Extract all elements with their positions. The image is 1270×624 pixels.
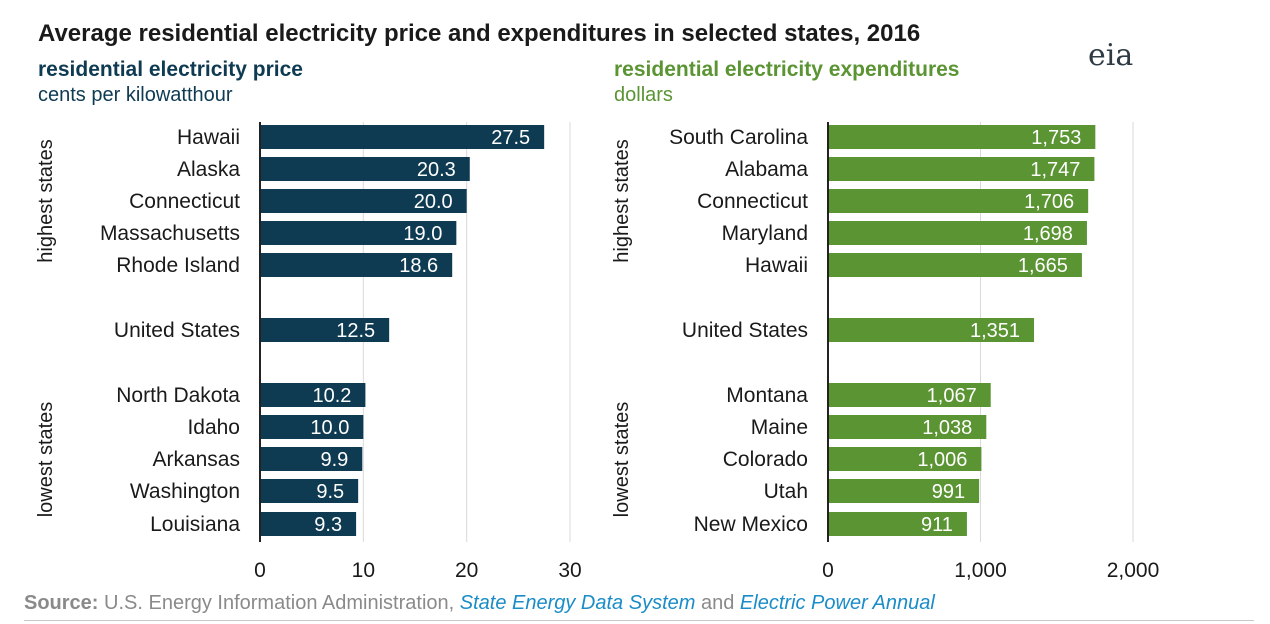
right-category-label: Montana — [726, 384, 808, 407]
right-tick-label: 0 — [822, 559, 834, 582]
right-value-label: 1,038 — [922, 417, 972, 439]
source-label: Source: — [24, 592, 99, 614]
right-value-label: 1,665 — [1018, 255, 1068, 277]
source-link-epa[interactable]: Electric Power Annual — [739, 592, 935, 614]
left-bar — [260, 512, 357, 536]
left-bar — [260, 189, 467, 213]
right-value-label: 1,006 — [917, 449, 967, 471]
eia-logo: eia — [1088, 38, 1134, 73]
source-text-2: and — [700, 592, 735, 614]
right-group-label: highest states — [611, 139, 633, 262]
right-category-label: Hawaii — [745, 254, 808, 277]
left-bar — [260, 157, 470, 181]
right-bar — [828, 447, 982, 471]
right-value-label: 1,698 — [1023, 223, 1073, 245]
left-category-label: Washington — [130, 480, 240, 503]
left-chart-title: residential electricity price — [38, 58, 303, 81]
right-value-label: 991 — [932, 481, 965, 503]
right-value-label: 1,753 — [1031, 127, 1081, 149]
right-category-label: United States — [682, 319, 808, 342]
right-category-label: Maine — [751, 416, 808, 439]
right-bar — [828, 221, 1087, 245]
right-group-label: lowest states — [611, 402, 633, 518]
left-bar — [260, 383, 366, 407]
left-value-label: 10.2 — [312, 385, 351, 407]
left-bar — [260, 125, 545, 149]
left-category-label: Massachusetts — [100, 222, 240, 245]
right-bar — [828, 189, 1089, 213]
left-value-label: 12.5 — [336, 320, 375, 342]
left-bar — [260, 253, 453, 277]
source-link-seds[interactable]: State Energy Data System — [459, 592, 696, 614]
left-group-label: lowest states — [35, 402, 57, 518]
left-bar — [260, 479, 359, 503]
right-category-label: Colorado — [723, 448, 808, 471]
left-category-label: Hawaii — [177, 126, 240, 149]
right-bar — [828, 512, 967, 536]
left-value-label: 18.6 — [399, 255, 438, 277]
left-tick-label: 20 — [455, 559, 478, 582]
left-tick-label: 0 — [254, 559, 266, 582]
left-category-label: North Dakota — [116, 384, 240, 407]
right-chart-unit: dollars — [614, 84, 673, 106]
right-category-label: Utah — [764, 480, 808, 503]
left-category-label: Connecticut — [129, 190, 240, 213]
left-value-label: 9.3 — [314, 514, 342, 536]
right-bar — [828, 318, 1035, 342]
right-tick-label: 2,000 — [1107, 559, 1160, 582]
right-value-label: 1,351 — [970, 320, 1020, 342]
right-category-label: Alabama — [725, 158, 808, 181]
left-category-label: Rhode Island — [116, 254, 240, 277]
right-category-label: South Carolina — [669, 126, 808, 149]
right-bar — [828, 415, 987, 439]
right-chart-title: residential electricity expenditures — [614, 58, 960, 81]
right-value-label: 1,747 — [1030, 159, 1080, 181]
left-category-label: Idaho — [187, 416, 240, 439]
right-value-label: 1,067 — [927, 385, 977, 407]
left-chart-unit: cents per kilowatthour — [38, 84, 233, 106]
right-bar — [828, 253, 1082, 277]
chart-title: Average residential electricity price an… — [38, 20, 921, 47]
left-category-label: United States — [114, 319, 240, 342]
left-value-label: 27.5 — [491, 127, 530, 149]
right-tick-label: 1,000 — [954, 559, 1007, 582]
right-bar — [828, 383, 991, 407]
left-category-label: Alaska — [177, 158, 240, 181]
right-bar — [828, 125, 1096, 149]
footer-rule — [24, 620, 1254, 621]
left-value-label: 9.5 — [316, 481, 344, 503]
left-bar — [260, 447, 363, 471]
left-tick-label: 30 — [558, 559, 581, 582]
right-category-label: New Mexico — [694, 513, 808, 536]
left-bar — [260, 221, 457, 245]
right-bar — [828, 479, 980, 503]
right-category-label: Maryland — [722, 222, 808, 245]
right-category-label: Connecticut — [697, 190, 808, 213]
right-value-label: 911 — [921, 514, 953, 536]
left-group-label: highest states — [35, 139, 57, 262]
left-category-label: Louisiana — [150, 513, 240, 536]
left-bar — [260, 318, 390, 342]
left-value-label: 20.0 — [414, 191, 453, 213]
left-value-label: 20.3 — [417, 159, 456, 181]
left-tick-label: 10 — [352, 559, 375, 582]
source-note: Source: U.S. Energy Information Administ… — [24, 592, 935, 615]
right-bar — [828, 157, 1095, 181]
left-category-label: Arkansas — [152, 448, 240, 471]
source-text-1: U.S. Energy Information Administration, — [104, 592, 455, 614]
left-bar — [260, 415, 364, 439]
left-value-label: 9.9 — [320, 449, 348, 471]
right-value-label: 1,706 — [1024, 191, 1074, 213]
left-value-label: 19.0 — [403, 223, 442, 245]
left-value-label: 10.0 — [310, 417, 349, 439]
